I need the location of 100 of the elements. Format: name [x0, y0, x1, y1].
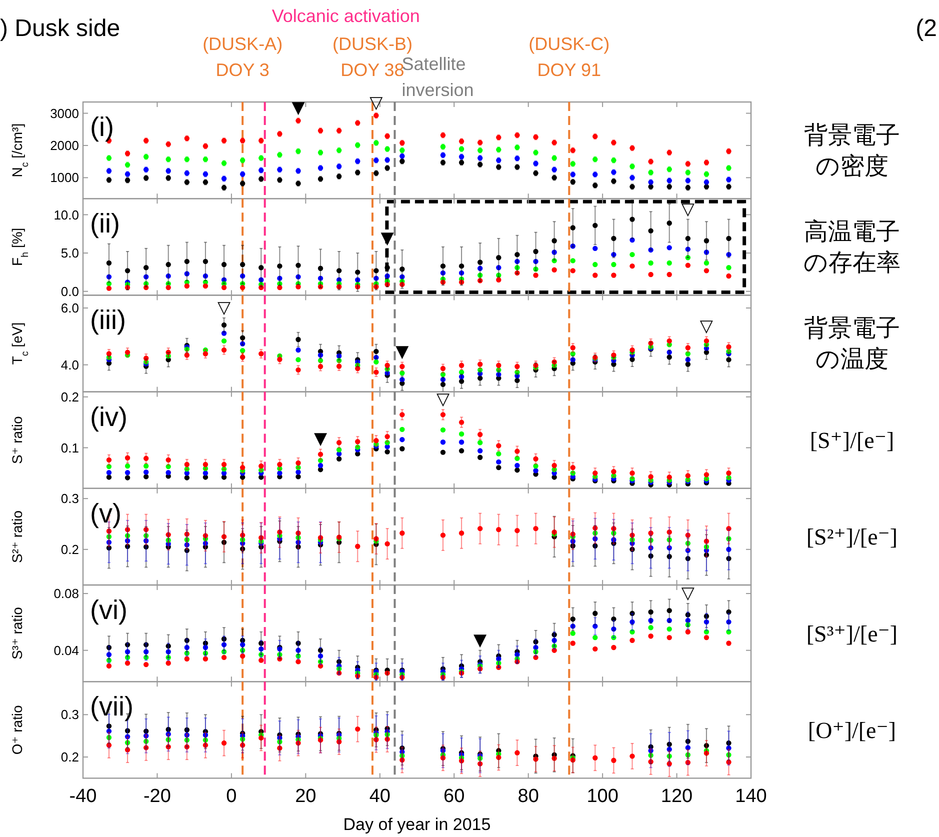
- point: [124, 740, 130, 746]
- point: [336, 440, 342, 446]
- point: [570, 757, 576, 763]
- point: [514, 258, 520, 264]
- point: [400, 266, 405, 272]
- annotation: (v): [90, 498, 122, 528]
- point: [374, 732, 379, 738]
- y-tick-label: 0.1: [60, 440, 79, 456]
- y-tick-label: 0.04: [54, 642, 79, 658]
- point: [685, 618, 691, 624]
- point: [258, 646, 264, 652]
- point: [514, 265, 520, 270]
- point: [355, 284, 360, 290]
- annotation: (vii): [90, 692, 134, 722]
- point: [533, 456, 538, 462]
- point: [124, 649, 130, 654]
- point: [685, 556, 691, 562]
- point: [726, 740, 732, 746]
- point: [666, 260, 672, 266]
- point: [296, 336, 301, 342]
- point: [240, 354, 246, 360]
- point: [440, 427, 446, 433]
- y-tick-label: 0.08: [54, 586, 79, 602]
- annotation: (ii): [90, 208, 120, 239]
- point: [374, 536, 379, 542]
- x-tick-label: 140: [735, 786, 767, 808]
- point: [666, 245, 672, 250]
- point: [202, 540, 208, 546]
- point: [704, 268, 710, 274]
- point: [533, 272, 538, 278]
- point: [143, 649, 149, 654]
- point: [318, 452, 324, 457]
- annotation: ▼: [314, 429, 328, 450]
- point: [143, 533, 149, 538]
- point: [258, 265, 264, 270]
- x-tick-label: 0: [226, 786, 237, 808]
- point: [184, 475, 190, 480]
- point: [477, 432, 483, 438]
- point: [143, 470, 149, 475]
- point: [514, 378, 520, 384]
- point: [440, 270, 446, 276]
- point: [221, 262, 227, 268]
- point: [477, 362, 483, 367]
- point: [240, 642, 246, 648]
- point: [592, 470, 598, 476]
- y-tick-label: 0.3: [60, 491, 79, 506]
- point: [166, 470, 171, 476]
- point: [592, 536, 598, 542]
- point: [552, 267, 557, 272]
- point: [106, 457, 112, 463]
- point: [296, 535, 301, 540]
- point: [458, 758, 464, 764]
- point: [202, 273, 208, 279]
- point: [258, 351, 264, 356]
- y-axis-title: O⁺ ratio: [9, 704, 25, 755]
- point: [106, 286, 112, 291]
- point: [336, 364, 342, 369]
- point: [336, 456, 342, 462]
- point: [202, 737, 208, 743]
- point: [570, 616, 576, 622]
- point: [277, 530, 282, 535]
- point: [355, 726, 360, 732]
- point: [570, 345, 576, 350]
- point: [296, 540, 301, 545]
- point: [592, 646, 598, 652]
- point: [592, 262, 598, 268]
- annotation: ▽: [370, 92, 384, 113]
- point: [202, 351, 208, 356]
- point: [726, 640, 732, 646]
- point: [611, 758, 616, 764]
- point: [184, 462, 190, 468]
- point: [666, 474, 672, 480]
- point: [666, 220, 672, 226]
- point: [124, 728, 130, 734]
- point: [570, 268, 576, 274]
- point: [570, 538, 576, 544]
- y-tick-label: 5.0: [60, 246, 79, 261]
- text: [S⁺]/[e⁻]: [810, 428, 894, 454]
- y-tick-label: 0.0: [60, 284, 79, 299]
- point: [440, 263, 446, 269]
- point: [221, 642, 227, 648]
- point: [184, 737, 190, 743]
- point: [124, 470, 130, 476]
- point: [336, 739, 342, 744]
- point: [440, 755, 446, 760]
- text: 背景電子の密度: [804, 122, 900, 180]
- point: [277, 462, 282, 468]
- point: [184, 283, 190, 289]
- point: [124, 350, 130, 355]
- annotation: ▽: [681, 583, 696, 604]
- point: [258, 735, 264, 741]
- text: 高温電子の存在率: [804, 218, 900, 276]
- point: [400, 436, 405, 442]
- point: [106, 474, 112, 480]
- point: [666, 272, 672, 278]
- ref-line-label: (DUSK-A) DOY 3: [202, 34, 283, 80]
- y-tick-label: 6.0: [60, 300, 79, 316]
- point: [202, 462, 208, 468]
- point: [630, 216, 635, 222]
- point: [685, 236, 691, 242]
